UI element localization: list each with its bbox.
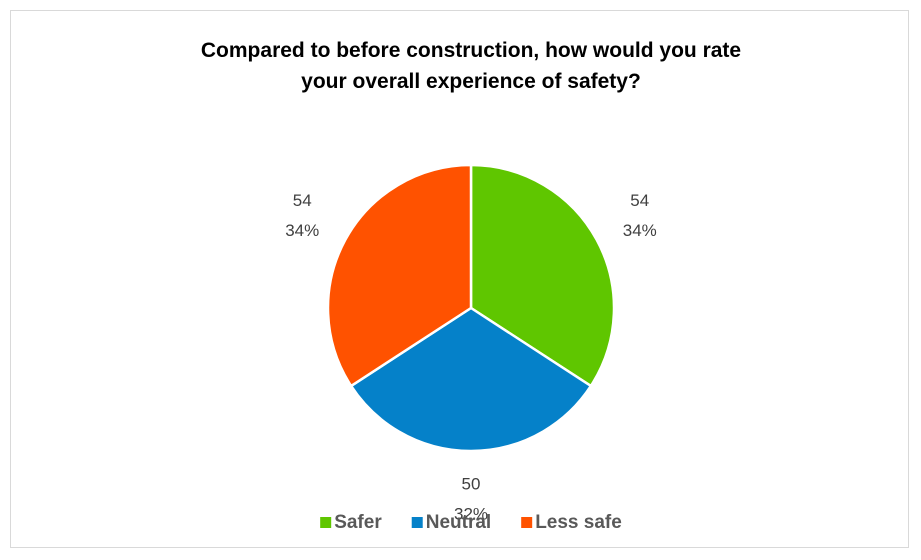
legend-swatch — [411, 517, 423, 528]
data-label-percentage: 32% — [454, 504, 488, 523]
data-label: 54 — [293, 191, 312, 210]
pie-slice — [326, 163, 473, 388]
chart-frame — [10, 10, 909, 548]
data-label-percentage: 34% — [623, 221, 657, 240]
data-label: 50 — [462, 474, 481, 493]
legend-label: Safer — [334, 512, 382, 533]
pie-slice — [349, 306, 593, 453]
legend-swatch — [521, 517, 533, 528]
legend-label: Neutral — [426, 512, 491, 533]
data-label: 54 — [630, 191, 649, 210]
legend-label: Less safe — [535, 512, 622, 533]
chart-title: Compared to before construction, how wou… — [200, 39, 742, 93]
legend-swatch — [320, 517, 332, 528]
data-label-percentage: 34% — [285, 221, 319, 240]
legend: Safer Neutral Less safe — [320, 512, 622, 533]
